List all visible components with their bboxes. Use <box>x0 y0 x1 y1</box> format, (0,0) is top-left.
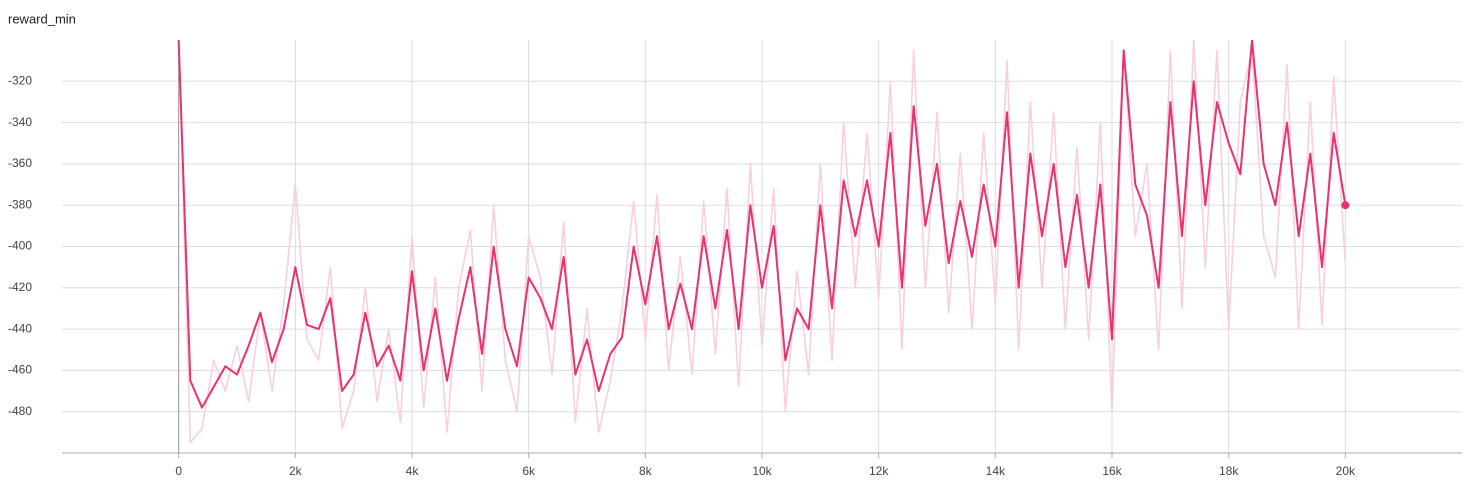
y-tick-label: -400 <box>8 239 32 253</box>
x-tick-label: 0 <box>175 464 182 478</box>
x-tick-label: 16k <box>1102 464 1122 478</box>
y-tick-label: -340 <box>8 115 32 129</box>
y-tick-label: -460 <box>8 363 32 377</box>
x-tick-label: 6k <box>522 464 536 478</box>
plot <box>177 40 1347 444</box>
x-tick-label: 10k <box>752 464 772 478</box>
y-tick-label: -380 <box>8 197 32 211</box>
y-tick-label: -320 <box>8 73 32 87</box>
series-line <box>177 40 1347 409</box>
y-tick-label: -360 <box>8 156 32 170</box>
x-tick-label: 12k <box>869 464 889 478</box>
series-line <box>177 40 1347 444</box>
x-tick-label: 18k <box>1219 464 1239 478</box>
y-tick-label: -440 <box>8 321 32 335</box>
y-tick-label: -480 <box>8 404 32 418</box>
x-tick-label: 8k <box>639 464 653 478</box>
chart-title: reward_min <box>8 11 76 26</box>
y-tick-label: -420 <box>8 280 32 294</box>
x-tick-label: 2k <box>289 464 303 478</box>
x-tick-label: 4k <box>406 464 420 478</box>
x-tick-label: 20k <box>1336 464 1356 478</box>
grid: -480 -460 -440 -420 -400 -380 -360 -340 -320 0 2k 4… <box>8 40 1462 478</box>
last-point <box>1341 201 1350 210</box>
x-tick-label: 14k <box>986 464 1006 478</box>
